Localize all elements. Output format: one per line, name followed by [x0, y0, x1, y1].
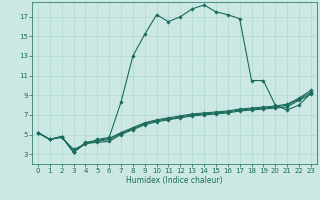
X-axis label: Humidex (Indice chaleur): Humidex (Indice chaleur) — [126, 176, 223, 185]
